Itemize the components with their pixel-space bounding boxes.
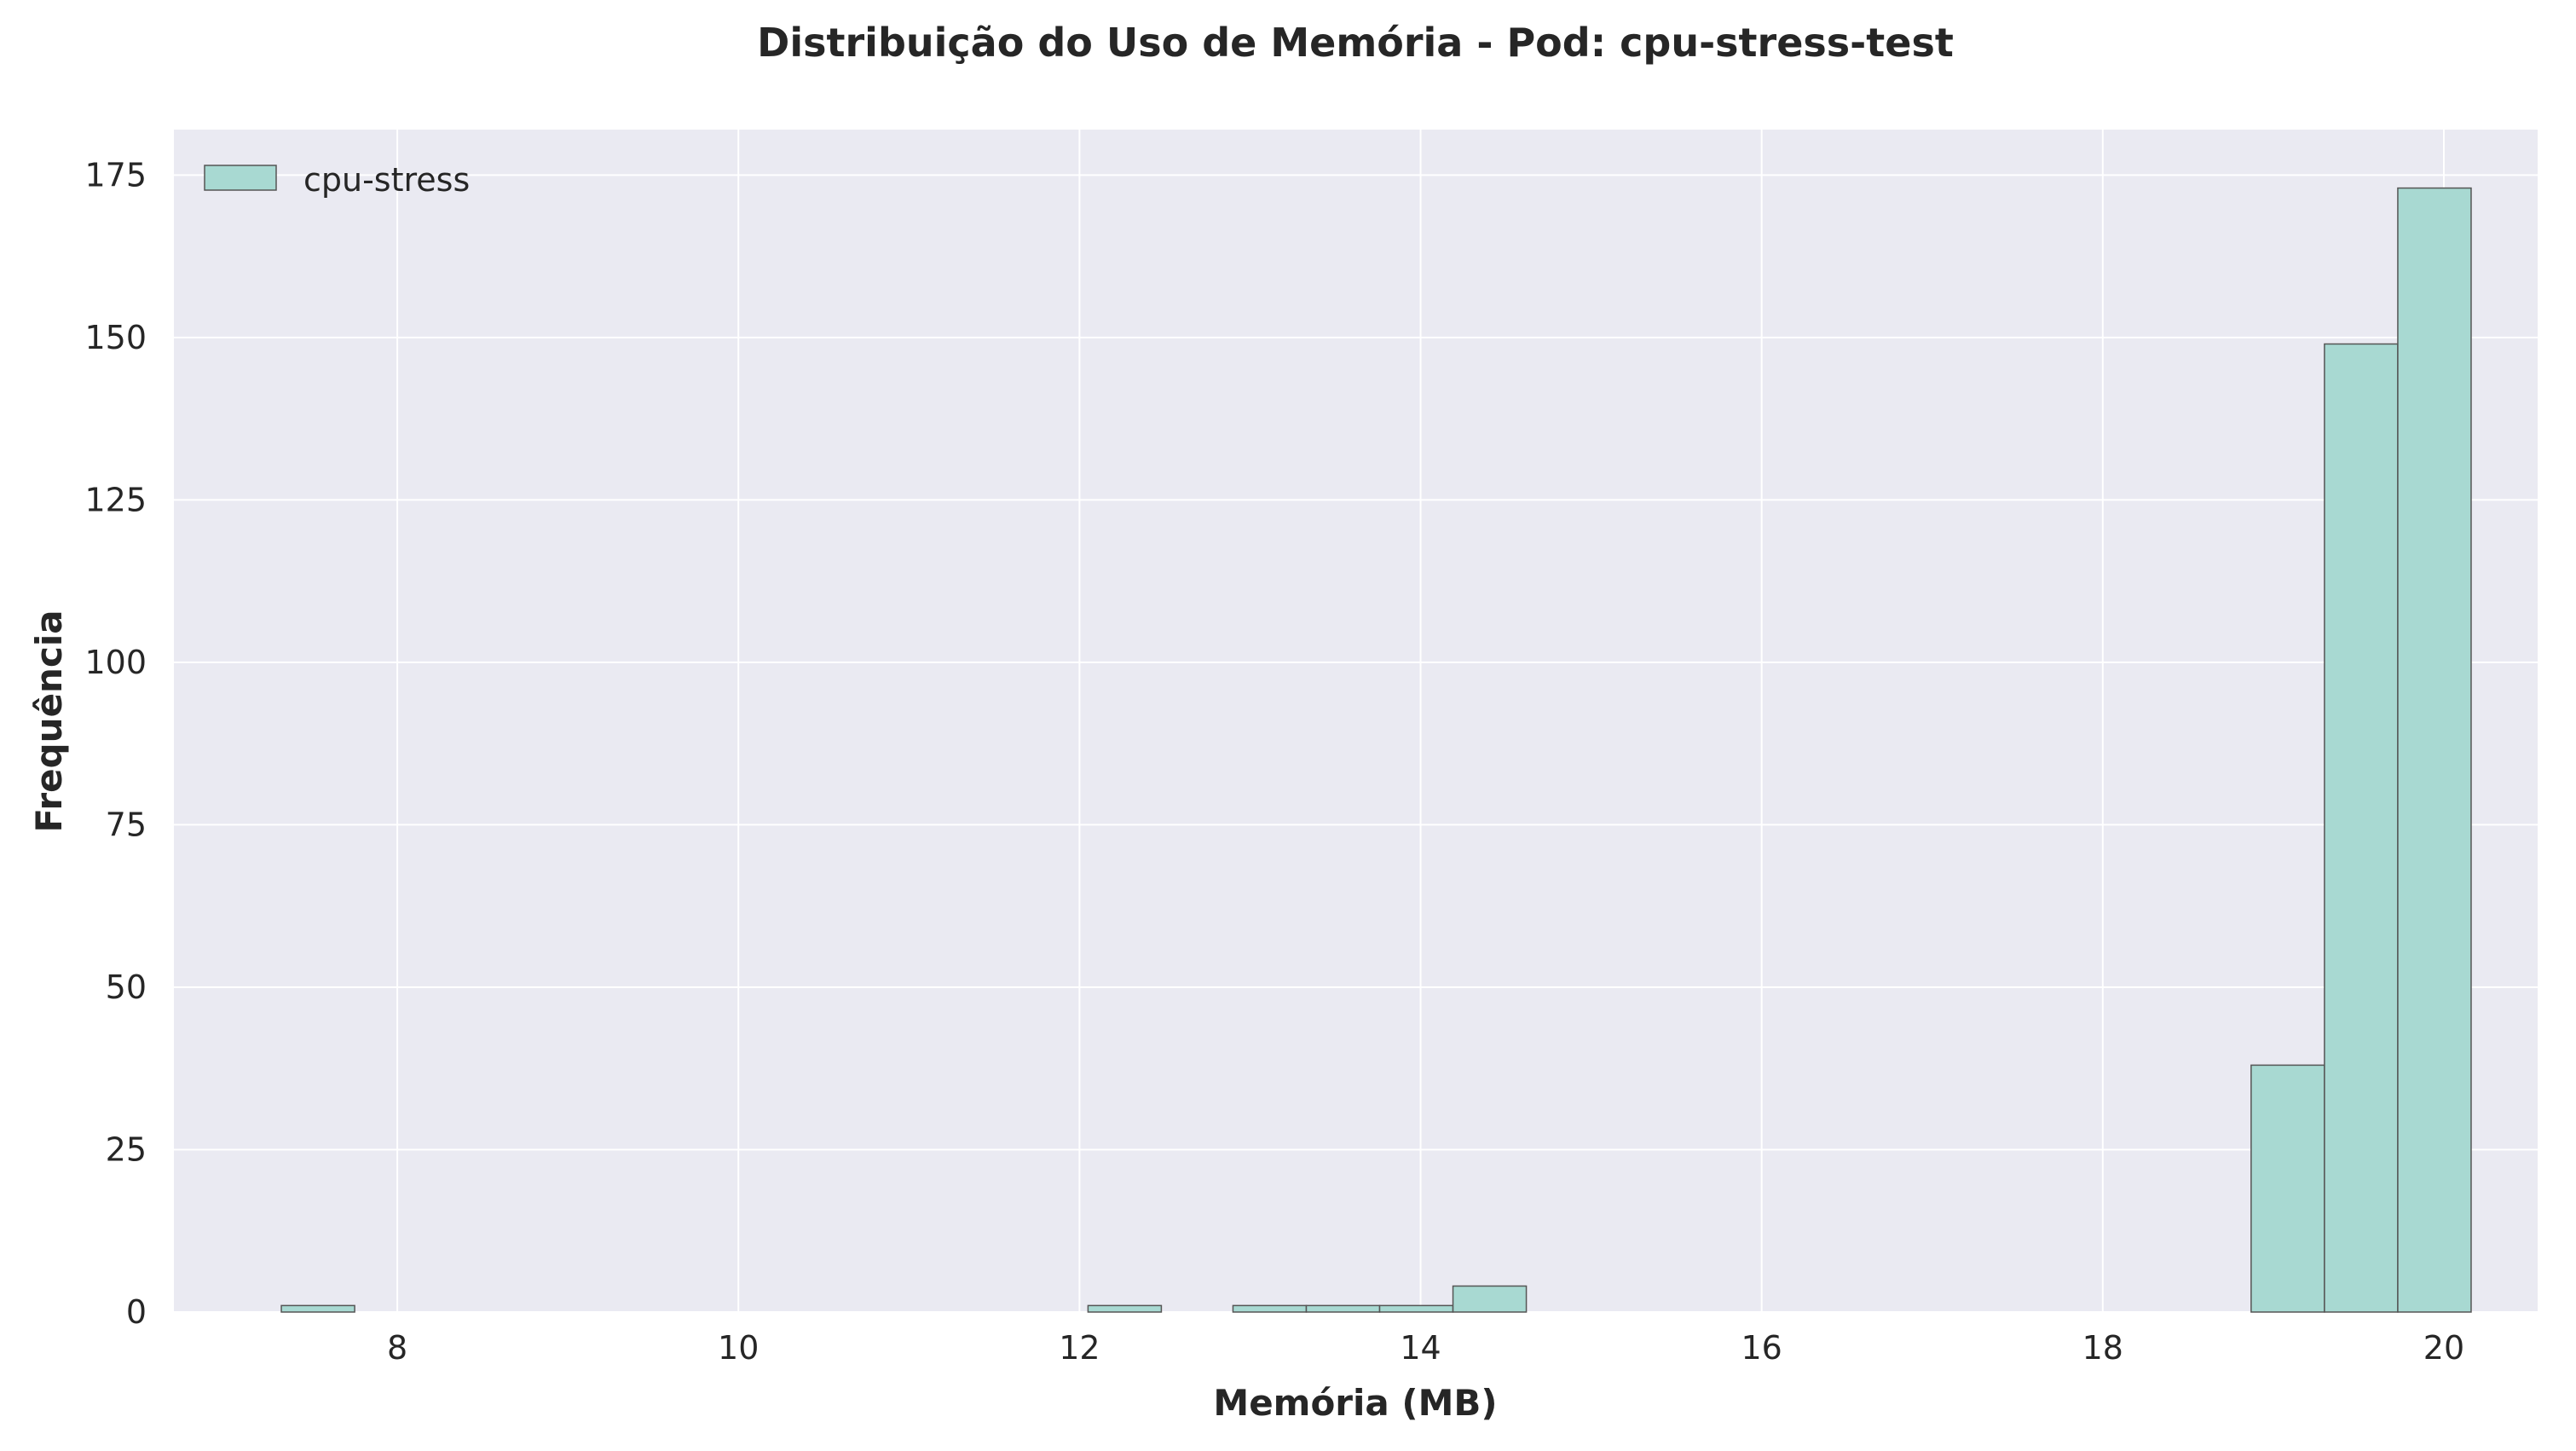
x-tick-label: 14 [1400, 1329, 1441, 1367]
x-tick-label: 16 [1741, 1329, 1782, 1367]
histogram-bar [280, 1304, 355, 1313]
y-tick-label: 100 [84, 644, 147, 681]
x-tick-label: 8 [387, 1329, 407, 1367]
histogram-bar [1232, 1304, 1308, 1313]
histogram-bar [2397, 187, 2472, 1313]
chart-title: Distribuição do Uso de Memória - Pod: cp… [757, 20, 1954, 66]
y-axis-label: Frequência [28, 610, 70, 832]
legend-swatch-cpu-stress [204, 165, 277, 191]
histogram-bar [1087, 1304, 1163, 1313]
x-tick-labels: 8 10 12 14 16 18 20 [387, 1329, 2464, 1367]
y-tick-label: 50 [106, 968, 147, 1006]
grid-lines [174, 130, 2538, 1313]
x-tick-label: 20 [2423, 1329, 2464, 1367]
x-tick-label: 10 [718, 1329, 759, 1367]
y-tick-labels: 0 25 50 75 100 125 150 175 [84, 156, 147, 1331]
x-tick-label: 18 [2082, 1329, 2123, 1367]
y-tick-label: 75 [106, 806, 147, 843]
plot-area [174, 130, 2538, 1312]
histogram-bar [2324, 343, 2399, 1313]
x-tick-label: 12 [1059, 1329, 1100, 1367]
histogram-bar [2250, 1064, 2325, 1313]
legend-label-cpu-stress: cpu-stress [303, 161, 470, 199]
histogram-bar [1305, 1304, 1381, 1313]
histogram-bars [280, 187, 2472, 1313]
y-tick-label: 25 [106, 1130, 147, 1168]
y-tick-label: 175 [84, 156, 147, 194]
x-axis-label: Memória (MB) [1213, 1382, 1497, 1424]
y-tick-label: 0 [126, 1293, 147, 1331]
legend: cpu-stress [204, 161, 470, 199]
histogram-bar [1378, 1304, 1454, 1313]
y-tick-label: 125 [84, 481, 147, 518]
y-tick-label: 150 [84, 319, 147, 356]
histogram-bar [1452, 1285, 1528, 1313]
